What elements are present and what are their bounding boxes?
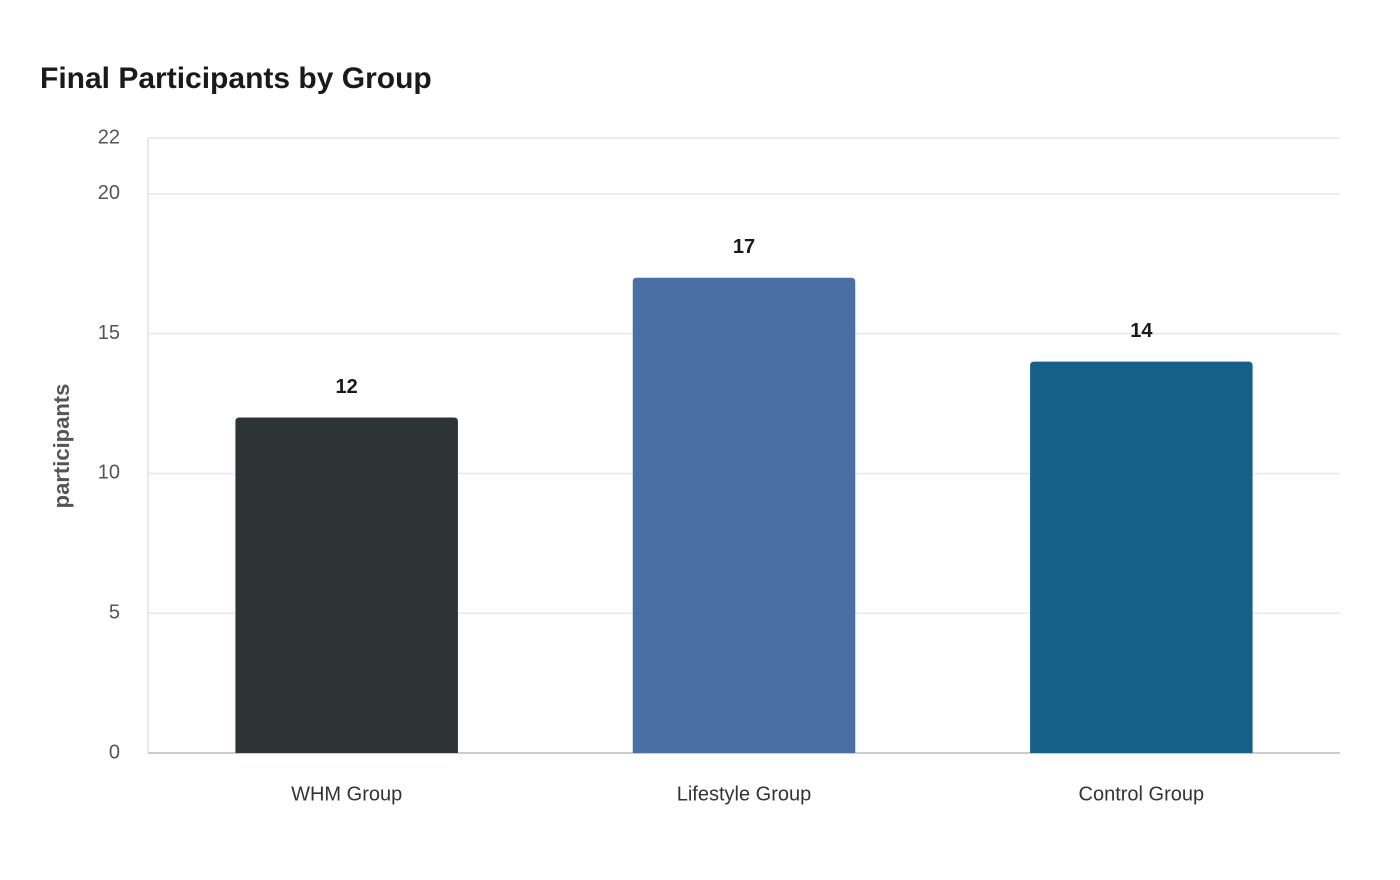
- bar: [1030, 361, 1253, 753]
- y-tick-label: 22: [98, 126, 120, 148]
- y-axis-label: participants: [49, 384, 74, 509]
- bar: [632, 277, 856, 753]
- y-tick-label: 10: [98, 462, 120, 484]
- y-tick-label: 20: [98, 182, 120, 204]
- y-tick-label: 0: [109, 741, 120, 763]
- value-label: 12: [336, 376, 358, 398]
- value-label: 14: [1130, 320, 1153, 342]
- x-tick-label: WHM Group: [291, 783, 402, 805]
- y-tick-label: 5: [109, 602, 120, 624]
- y-tick-label: 15: [98, 322, 120, 344]
- chart-title: Final Participants by Group: [40, 62, 432, 95]
- x-tick-label: Lifestyle Group: [677, 783, 812, 805]
- bar: [235, 417, 458, 753]
- x-tick-label: Control Group: [1079, 783, 1205, 805]
- value-label: 17: [733, 236, 755, 258]
